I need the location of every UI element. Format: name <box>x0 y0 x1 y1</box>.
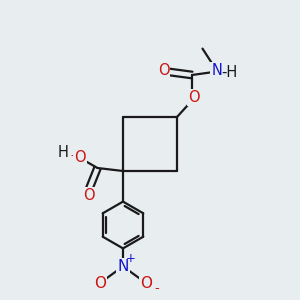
Text: O: O <box>140 276 152 291</box>
Text: O: O <box>158 63 169 78</box>
Text: +: + <box>126 251 135 265</box>
Text: N: N <box>211 63 222 78</box>
Text: -: - <box>70 149 75 163</box>
Text: -H: -H <box>221 65 237 80</box>
Text: N: N <box>117 259 129 274</box>
Text: O: O <box>74 150 86 165</box>
Text: O: O <box>83 188 94 203</box>
Text: O: O <box>94 276 106 291</box>
Text: H: H <box>58 145 68 160</box>
Text: O: O <box>188 90 199 105</box>
Text: -: - <box>155 282 160 295</box>
